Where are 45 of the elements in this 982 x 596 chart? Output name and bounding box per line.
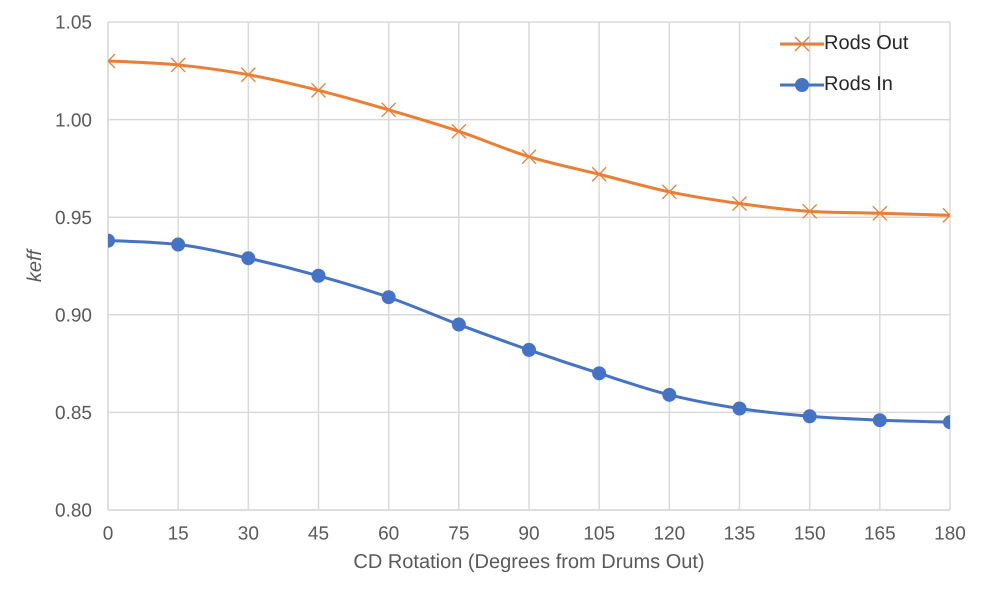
point: [592, 166, 607, 182]
point: [662, 388, 676, 402]
point: [171, 238, 186, 252]
x-tick-label: 75: [448, 523, 470, 544]
y-tick-label: 0.85: [55, 403, 92, 424]
y-tick-label: 0.90: [55, 306, 92, 327]
point: [521, 149, 537, 164]
point: [872, 413, 887, 428]
x-tick-label: 0: [102, 523, 114, 544]
y-tick-label: 1.05: [55, 12, 92, 34]
point: [382, 290, 396, 304]
point: [241, 251, 256, 266]
x-tick-label: 90: [518, 523, 540, 544]
point: [732, 401, 746, 416]
legend-label: Rods Out: [824, 32, 908, 55]
point: [872, 206, 888, 221]
point: [802, 409, 817, 424]
point: [452, 318, 466, 332]
point: [802, 204, 818, 219]
x-tick-label: 60: [378, 523, 400, 544]
point: [662, 184, 677, 200]
point: [592, 366, 606, 380]
x-tick-label: 165: [864, 523, 896, 544]
x-tick-label: 180: [934, 523, 966, 544]
x-tick-label: 120: [653, 523, 686, 544]
y-tick-label: 1.00: [55, 110, 92, 132]
x-tick-label: 105: [583, 523, 616, 544]
point: [522, 342, 536, 357]
point: [312, 268, 326, 283]
point: [732, 196, 748, 212]
point: [170, 57, 186, 73]
y-tick-label: 0.95: [55, 208, 92, 229]
x-tick-label: 30: [238, 523, 259, 544]
legend-label: Rods In: [824, 73, 893, 96]
x-tick-label: 150: [794, 523, 826, 544]
point: [381, 102, 396, 118]
x-axis-title: CD Rotation (Degrees from Drums Out): [353, 551, 705, 573]
point: [451, 124, 466, 139]
x-tick-label: 15: [168, 523, 189, 544]
point: [310, 82, 326, 98]
y-tick-label: 0.80: [55, 500, 92, 522]
point: [240, 67, 256, 82]
y-axis-title: keff: [24, 247, 46, 282]
x-tick-label: 135: [724, 523, 756, 544]
x-tick-label: 45: [308, 523, 330, 544]
